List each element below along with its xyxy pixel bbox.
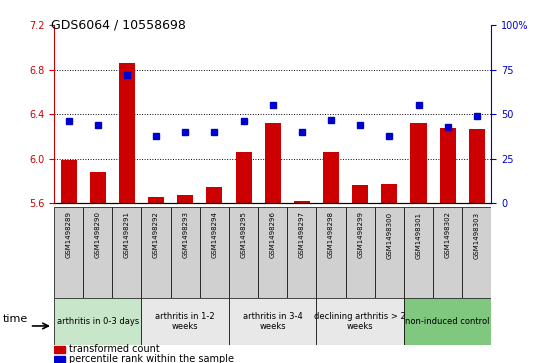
Text: percentile rank within the sample: percentile rank within the sample — [69, 354, 234, 363]
Bar — [381, 184, 397, 203]
Text: GSM1498296: GSM1498296 — [269, 211, 276, 258]
Bar — [469, 129, 485, 203]
Bar — [375, 207, 404, 298]
Bar — [323, 152, 339, 203]
Bar — [287, 207, 316, 298]
Text: GSM1498290: GSM1498290 — [94, 211, 101, 258]
Bar — [235, 152, 252, 203]
Bar — [112, 207, 141, 298]
Text: GSM1498295: GSM1498295 — [240, 211, 247, 258]
Bar — [294, 201, 310, 203]
Bar — [258, 207, 287, 298]
Bar — [206, 187, 222, 203]
Text: time: time — [3, 314, 28, 324]
Bar — [90, 172, 106, 203]
Bar — [229, 207, 258, 298]
Text: GSM1498299: GSM1498299 — [357, 211, 363, 258]
Text: GSM1498302: GSM1498302 — [444, 211, 451, 258]
Text: GSM1498292: GSM1498292 — [153, 211, 159, 258]
Bar — [119, 63, 135, 203]
Text: GSM1498297: GSM1498297 — [299, 211, 305, 258]
Text: transformed count: transformed count — [69, 344, 160, 354]
Bar — [54, 346, 65, 353]
Text: arthritis in 3-4
weeks: arthritis in 3-4 weeks — [243, 311, 302, 331]
Text: GSM1498289: GSM1498289 — [65, 211, 72, 258]
Bar — [60, 160, 77, 203]
Text: declining arthritis > 2
weeks: declining arthritis > 2 weeks — [314, 311, 406, 331]
Bar — [83, 207, 112, 298]
Bar — [200, 207, 229, 298]
Bar — [316, 298, 404, 345]
Bar — [410, 123, 427, 203]
Text: arthritis in 0-3 days: arthritis in 0-3 days — [57, 317, 139, 326]
Bar — [462, 207, 491, 298]
Text: arthritis in 1-2
weeks: arthritis in 1-2 weeks — [156, 311, 215, 331]
Bar — [433, 207, 462, 298]
Bar — [141, 298, 229, 345]
Text: GSM1498298: GSM1498298 — [328, 211, 334, 258]
Text: GSM1498291: GSM1498291 — [124, 211, 130, 258]
Bar — [352, 185, 368, 203]
Text: GSM1498294: GSM1498294 — [211, 211, 218, 258]
Text: non-induced control: non-induced control — [406, 317, 490, 326]
Bar — [265, 123, 281, 203]
Bar — [440, 128, 456, 203]
Text: GSM1498301: GSM1498301 — [415, 211, 422, 258]
Bar — [171, 207, 200, 298]
Bar — [54, 356, 65, 363]
Text: GSM1498293: GSM1498293 — [182, 211, 188, 258]
Text: GSM1498300: GSM1498300 — [386, 211, 393, 258]
Bar — [404, 207, 433, 298]
Bar — [316, 207, 346, 298]
Bar — [346, 207, 375, 298]
Bar — [177, 196, 193, 203]
Text: GDS6064 / 10558698: GDS6064 / 10558698 — [51, 18, 186, 31]
Bar — [229, 298, 316, 345]
Bar — [148, 197, 164, 203]
Bar — [54, 298, 141, 345]
Bar — [141, 207, 171, 298]
Text: GSM1498303: GSM1498303 — [474, 211, 480, 258]
Bar — [54, 207, 83, 298]
Bar — [404, 298, 491, 345]
